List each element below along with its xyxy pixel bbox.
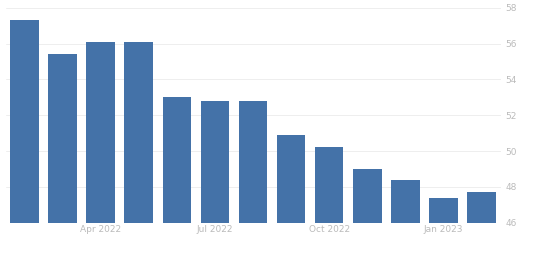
Bar [124,42,153,223]
Bar [10,20,39,223]
Bar [429,198,458,223]
Bar [86,42,115,223]
Bar [467,192,496,223]
Bar [277,135,305,223]
Bar [391,180,420,223]
Bar [163,97,191,223]
Bar [315,147,343,223]
Bar [201,101,229,223]
Bar [48,54,77,223]
Bar [353,169,382,223]
Bar [239,101,267,223]
